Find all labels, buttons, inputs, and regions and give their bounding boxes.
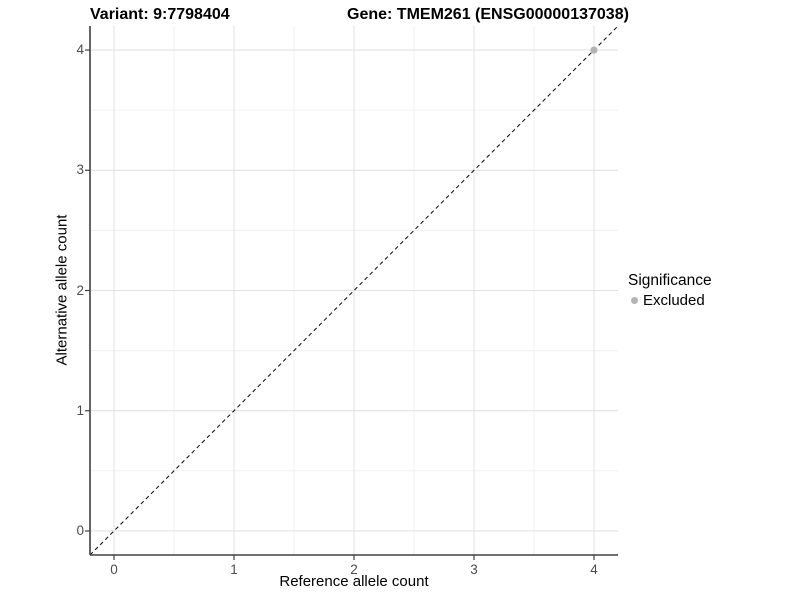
- y-tick-label: 1: [76, 402, 84, 418]
- plot-title-variant: Variant: 9:7798404: [90, 6, 230, 23]
- legend-item-label: Excluded: [643, 292, 705, 309]
- x-tick-label: 0: [110, 562, 118, 577]
- x-axis-title: Reference allele count: [279, 573, 429, 590]
- x-tick-label: 3: [470, 562, 478, 577]
- x-tick-label: 4: [590, 562, 598, 577]
- x-tick-label: 1: [230, 562, 238, 577]
- legend-item-excluded: Excluded: [628, 291, 712, 310]
- legend-title: Significance: [628, 272, 712, 289]
- x-tick-label: 2: [350, 562, 358, 577]
- legend: Significance Excluded: [628, 271, 712, 310]
- y-tick-label: 0: [76, 522, 84, 538]
- y-tick-label: 3: [76, 162, 84, 178]
- y-tick-label: 2: [76, 282, 84, 298]
- y-tick-label: 4: [76, 42, 84, 58]
- data-point-excluded: [590, 46, 598, 54]
- excluded-point-icon: [631, 297, 638, 304]
- plot-title-gene: Gene: TMEM261 (ENSG00000137038): [347, 6, 629, 23]
- y-axis-title: Alternative allele count: [53, 214, 71, 366]
- identity-line: [89, 25, 619, 556]
